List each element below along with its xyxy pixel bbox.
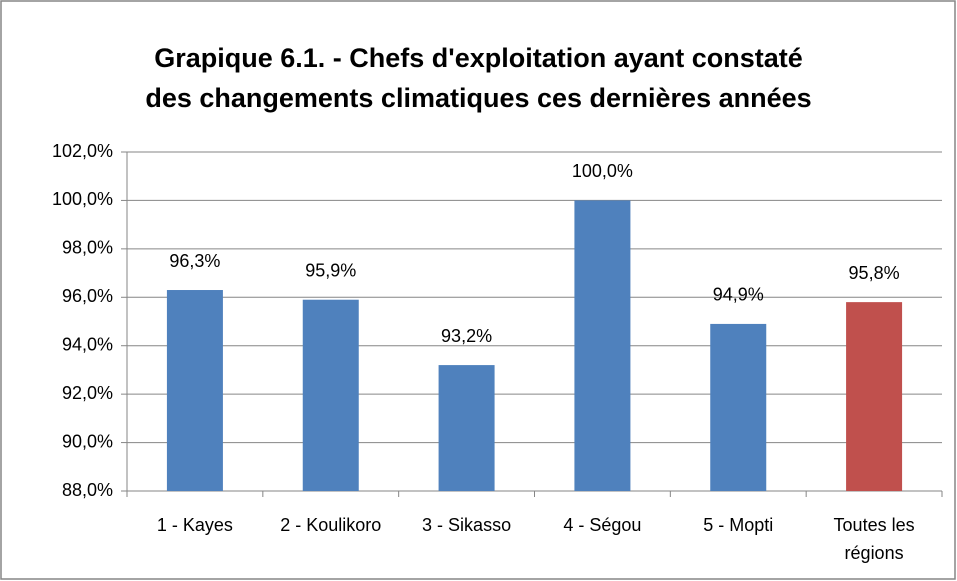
y-tick-label: 92,0% [62, 383, 113, 403]
bar [166, 290, 223, 491]
value-label: 100,0% [572, 161, 633, 181]
bar [438, 365, 495, 491]
bar [846, 302, 903, 491]
value-label: 95,9% [305, 260, 356, 280]
x-tick-label: 2 - Koulikoro [280, 515, 382, 535]
bar [574, 200, 631, 491]
y-tick-label: 94,0% [62, 334, 113, 354]
value-label: 96,3% [169, 251, 220, 271]
x-tick-label: Toutes les régions [833, 515, 915, 563]
y-tick-label: 100,0% [52, 189, 113, 209]
bar [302, 299, 359, 491]
x-tick-label: 3 - Sikasso [422, 515, 512, 535]
bar [710, 323, 767, 491]
x-tick-label: 4 - Ségou [563, 515, 642, 535]
y-tick-label: 96,0% [62, 286, 113, 306]
chart-title: Grapique 6.1. - Chefs d'exploitation aya… [145, 43, 812, 113]
y-tick-label: 102,0% [52, 141, 113, 161]
y-tick-label: 88,0% [62, 480, 113, 500]
y-tick-label: 98,0% [62, 238, 113, 258]
value-label: 95,8% [849, 263, 900, 283]
x-tick-label: 1 - Kayes [156, 515, 233, 535]
value-label: 93,2% [441, 326, 492, 346]
value-label: 94,9% [713, 285, 764, 305]
x-tick-label: 5 - Mopti [703, 515, 774, 535]
y-tick-label: 90,0% [62, 431, 113, 451]
